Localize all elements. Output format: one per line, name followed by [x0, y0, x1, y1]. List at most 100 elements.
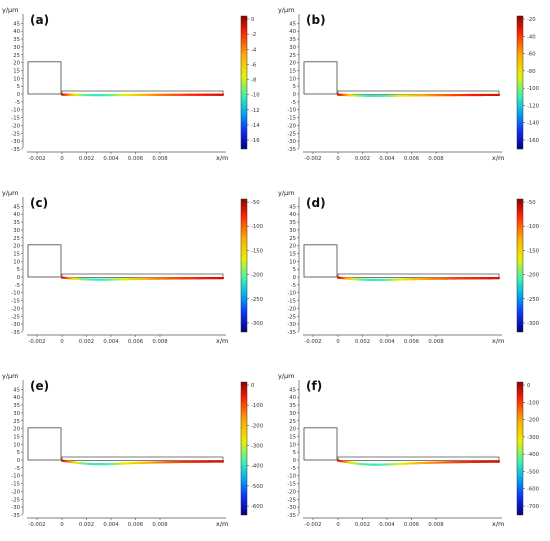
y-tick-label: -20: [11, 123, 20, 129]
colorbar-label: -60: [527, 52, 536, 58]
colorbar-label: -200: [251, 423, 264, 429]
y-tick-label: 10: [13, 259, 20, 265]
y-axis-unit: y/μm: [278, 372, 295, 380]
x-tick-label: 0.004: [103, 339, 119, 345]
y-tick-label: 10: [289, 76, 296, 82]
colorbar-label: -200: [527, 418, 540, 424]
y-tick-label: 20: [289, 244, 296, 250]
colorbar-label: -8: [251, 78, 257, 84]
x-axis-unit: x/m: [216, 154, 228, 162]
y-tick-label: 0: [17, 458, 21, 464]
colorbar-label: -250: [251, 297, 264, 303]
y-tick-label: 45: [13, 387, 20, 393]
x-tick-label: 0.004: [103, 522, 119, 528]
y-tick-label: 40: [13, 212, 20, 218]
y-tick-label: 5: [293, 84, 296, 90]
y-tick-label: 25: [13, 53, 20, 59]
y-tick-label: 20: [13, 61, 20, 67]
y-tick-label: 35: [13, 403, 20, 409]
y-tick-label: -25: [287, 131, 296, 137]
y-tick-label: 25: [289, 53, 296, 59]
colorbar: [516, 15, 524, 150]
y-tick-label: -30: [287, 322, 296, 328]
y-tick-label: -5: [15, 100, 20, 106]
y-tick-label: 5: [17, 84, 20, 90]
y-tick-label: 35: [13, 37, 20, 43]
y-tick-label: -10: [11, 474, 20, 480]
x-axis-unit: x/m: [216, 520, 228, 528]
y-tick-label: 15: [289, 68, 296, 74]
y-tick-label: 25: [13, 419, 20, 425]
colorbar-label: -4: [251, 47, 257, 53]
y-tick-label: -5: [291, 283, 296, 289]
y-tick-label: -10: [11, 291, 20, 297]
y-tick-label: 30: [289, 411, 296, 417]
undeformed-beam-outline: [337, 273, 500, 278]
y-tick-label: -35: [287, 513, 296, 519]
y-tick-label: -20: [11, 489, 20, 495]
colorbar-label: -200: [527, 273, 540, 279]
y-axis-unit: y/μm: [278, 6, 295, 14]
x-tick-label: 0.008: [152, 156, 168, 162]
base-block: [27, 244, 62, 278]
colorbar-label: -160: [527, 138, 540, 144]
y-tick-label: -30: [287, 505, 296, 511]
x-tick-label: 0.008: [152, 339, 168, 345]
y-tick-label: -20: [287, 123, 296, 129]
y-tick-label: -20: [287, 306, 296, 312]
x-tick-label: 0.002: [355, 339, 370, 345]
y-tick-label: 15: [13, 68, 20, 74]
y-tick-label: 40: [289, 29, 296, 35]
x-tick-label: 0: [60, 156, 64, 162]
x-tick-label: 0: [336, 156, 340, 162]
colorbar-label: -500: [251, 484, 264, 490]
x-tick-label: 0: [60, 522, 64, 528]
colorbar-label: -100: [527, 400, 540, 406]
colorbar-label: 0: [251, 17, 255, 23]
x-tick-label: -0.002: [28, 339, 45, 345]
y-tick-label: 0: [293, 275, 297, 281]
colorbar-label: 0: [527, 383, 531, 389]
x-tick-label: 0.006: [404, 156, 420, 162]
y-tick-label: -15: [287, 299, 296, 305]
x-tick-label: 0.006: [128, 156, 144, 162]
y-tick-label: 15: [13, 434, 20, 440]
y-tick-label: 35: [289, 220, 296, 226]
x-tick-label: 0.002: [355, 156, 370, 162]
y-tick-label: 0: [17, 92, 21, 98]
colorbar-label: -400: [251, 464, 264, 470]
colorbar-label: -50: [251, 200, 260, 206]
x-tick-label: 0.006: [128, 522, 144, 528]
x-tick-label: 0.002: [79, 522, 94, 528]
panel-label: (d): [306, 196, 326, 210]
colorbar-label: -100: [251, 403, 264, 409]
panel-label: (e): [30, 379, 49, 393]
y-tick-label: 45: [289, 387, 296, 393]
y-tick-label: -5: [15, 466, 20, 472]
base-block: [27, 427, 62, 461]
y-tick-label: -35: [11, 147, 20, 153]
y-tick-label: 15: [289, 251, 296, 257]
colorbar-label: -80: [527, 69, 536, 75]
y-tick-label: 25: [289, 236, 296, 242]
colorbar-label: -20: [527, 17, 536, 23]
y-tick-label: -20: [287, 489, 296, 495]
y-tick-label: -20: [11, 306, 20, 312]
y-tick-label: 10: [289, 259, 296, 265]
y-tick-label: 15: [289, 434, 296, 440]
x-tick-label: 0.006: [128, 339, 144, 345]
y-tick-label: 30: [13, 228, 20, 234]
y-tick-label: -10: [287, 291, 296, 297]
colorbar-label: -140: [527, 121, 540, 127]
y-tick-label: -10: [287, 108, 296, 114]
y-tick-label: -25: [11, 131, 20, 137]
x-tick-label: 0.004: [379, 156, 395, 162]
x-tick-label: 0.006: [404, 522, 420, 528]
x-tick-label: -0.002: [28, 156, 45, 162]
y-tick-label: 10: [13, 76, 20, 82]
colorbar-label: -600: [527, 487, 540, 493]
colorbar-label: -300: [527, 435, 540, 441]
colorbar: [240, 198, 248, 333]
